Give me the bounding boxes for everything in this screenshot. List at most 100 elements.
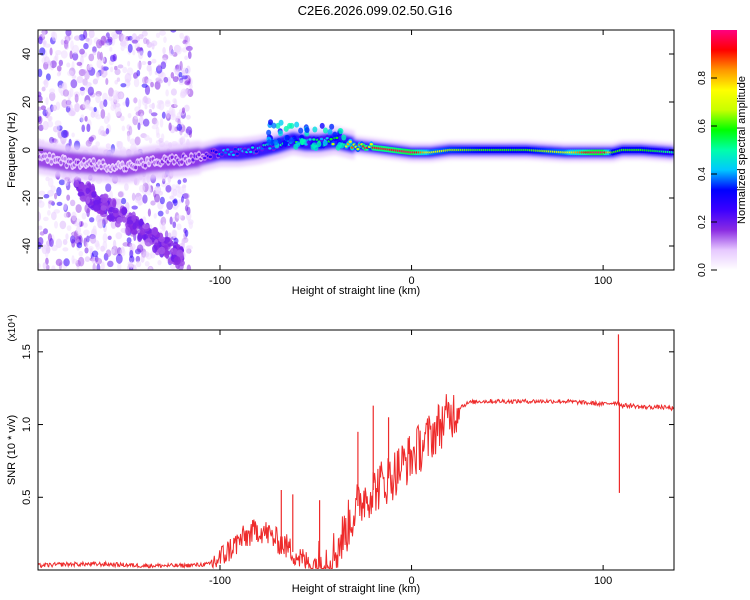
noise-speck — [69, 87, 74, 98]
noise-speck — [163, 76, 169, 83]
noise-speck — [182, 67, 188, 76]
noise-speck — [60, 39, 65, 45]
noise-speck — [84, 115, 88, 122]
noise-speck — [140, 228, 146, 236]
noise-speck — [88, 136, 94, 142]
noise-speck — [39, 231, 45, 236]
noise-speck — [120, 197, 127, 205]
noise-speck — [45, 257, 49, 265]
noise-speck — [86, 123, 91, 133]
noise-speck — [132, 264, 137, 270]
noise-speck — [124, 72, 132, 83]
noise-speck — [38, 106, 42, 111]
ridge-mark — [203, 156, 207, 160]
noise-speck — [76, 61, 83, 66]
noise-speck — [74, 93, 79, 103]
ridge-mark — [208, 155, 213, 159]
noise-speck — [47, 177, 54, 188]
ridge-mark — [47, 153, 52, 158]
noise-speck — [157, 99, 164, 105]
noise-speck — [82, 222, 88, 228]
noise-speck — [79, 48, 85, 55]
noise-speck — [84, 71, 90, 80]
ridge-blob — [322, 139, 328, 146]
noise-speck — [112, 239, 117, 250]
ridge-blob — [304, 127, 310, 134]
noise-speck — [124, 183, 129, 191]
noise-speck — [131, 205, 138, 210]
noise-speck — [137, 122, 141, 131]
noise-speck — [96, 263, 101, 270]
noise-speck — [43, 78, 49, 89]
y-tick-label: 0 — [21, 147, 33, 153]
noise-speck — [63, 212, 68, 218]
noise-speck — [172, 230, 177, 238]
noise-speck — [172, 204, 178, 210]
ridge-mark — [134, 165, 138, 170]
x-tick-label: -100 — [209, 575, 231, 587]
noise-speck — [61, 99, 68, 108]
ridge-mark — [356, 147, 360, 151]
noise-speck — [63, 202, 68, 211]
noise-speck — [183, 133, 189, 138]
noise-speck — [138, 34, 144, 40]
noise-speck — [109, 66, 114, 73]
noise-speck — [121, 206, 128, 216]
noise-speck — [92, 46, 97, 53]
noise-speck — [92, 78, 99, 85]
noise-speck — [88, 30, 95, 39]
noise-speck — [47, 115, 53, 122]
noise-speck — [188, 221, 194, 230]
noise-speck — [120, 34, 127, 45]
noise-speck — [187, 51, 192, 60]
noise-speck — [181, 75, 188, 80]
noise-speck — [155, 120, 159, 127]
noise-speck — [140, 254, 145, 263]
noise-speck — [184, 55, 189, 61]
noise-speck — [77, 256, 85, 267]
noise-speck — [69, 50, 73, 60]
ridge-blob — [338, 128, 344, 135]
noise-speck — [79, 86, 86, 91]
noise-speck — [186, 65, 191, 74]
noise-speck — [87, 86, 94, 96]
noise-speck — [121, 125, 126, 132]
noise-speck — [69, 199, 76, 207]
ridge-blob — [298, 127, 304, 134]
noise-speck — [172, 221, 177, 229]
noise-speck — [44, 56, 50, 65]
noise-speck — [38, 262, 41, 269]
noise-speck — [96, 59, 102, 69]
noise-speck — [175, 64, 180, 70]
noise-speck — [66, 98, 71, 108]
noise-speck — [170, 72, 175, 79]
ridge-blob — [311, 142, 317, 149]
noise-speck — [114, 102, 121, 108]
noise-speck — [43, 194, 50, 199]
noise-speck — [66, 225, 72, 232]
noise-speck — [159, 30, 166, 36]
noise-speck — [148, 103, 155, 109]
spectrogram-xlabel: Height of straight line (km) — [292, 285, 420, 297]
snr-xlabel: Height of straight line (km) — [292, 583, 420, 595]
noise-speck — [153, 213, 157, 219]
noise-speck — [73, 35, 81, 41]
noise-speck — [115, 30, 123, 35]
noise-speck — [175, 45, 183, 55]
noise-speck — [87, 64, 92, 71]
noise-speck — [185, 45, 193, 52]
noise-speck — [171, 187, 175, 198]
noise-speck — [185, 245, 191, 254]
ridge-mark — [254, 150, 258, 153]
noise-speck — [95, 214, 102, 223]
colorbar-bar — [711, 30, 737, 270]
noise-speck — [185, 198, 190, 207]
noise-speck — [70, 79, 78, 89]
noise-speck — [129, 243, 136, 251]
ridge-blob — [289, 122, 295, 129]
ridge-mark — [260, 147, 264, 150]
ridge-blob — [299, 137, 305, 144]
noise-speck — [132, 49, 136, 56]
y-tick-label: -20 — [21, 190, 33, 206]
noise-speck — [127, 60, 131, 67]
